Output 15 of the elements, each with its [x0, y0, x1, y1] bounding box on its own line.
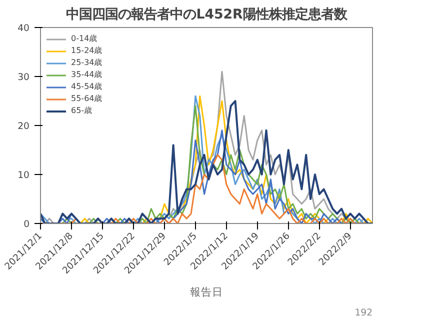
y-tick-label: 0	[24, 219, 30, 230]
legend-label: 15-24歳	[71, 45, 102, 56]
y-tick-label: 10	[18, 170, 30, 181]
y-tick-label: 20	[18, 121, 30, 132]
text: 192	[354, 308, 373, 318]
y-tick-label: 30	[18, 72, 30, 83]
chart-title: 中国四国の報告者中のL452R陽性株推定患者数	[66, 6, 348, 22]
legend-label: 45-54歳	[71, 81, 102, 92]
legend-label: 25-34歳	[71, 57, 102, 68]
legend-label: 0-14歳	[71, 33, 98, 44]
legend-label: 65-歳	[71, 105, 92, 116]
legend-label: 35-44歳	[71, 69, 102, 80]
y-tick-label: 40	[18, 23, 30, 34]
x-axis-title: 報告日	[190, 285, 223, 298]
legend-label: 55-64歳	[71, 93, 102, 104]
